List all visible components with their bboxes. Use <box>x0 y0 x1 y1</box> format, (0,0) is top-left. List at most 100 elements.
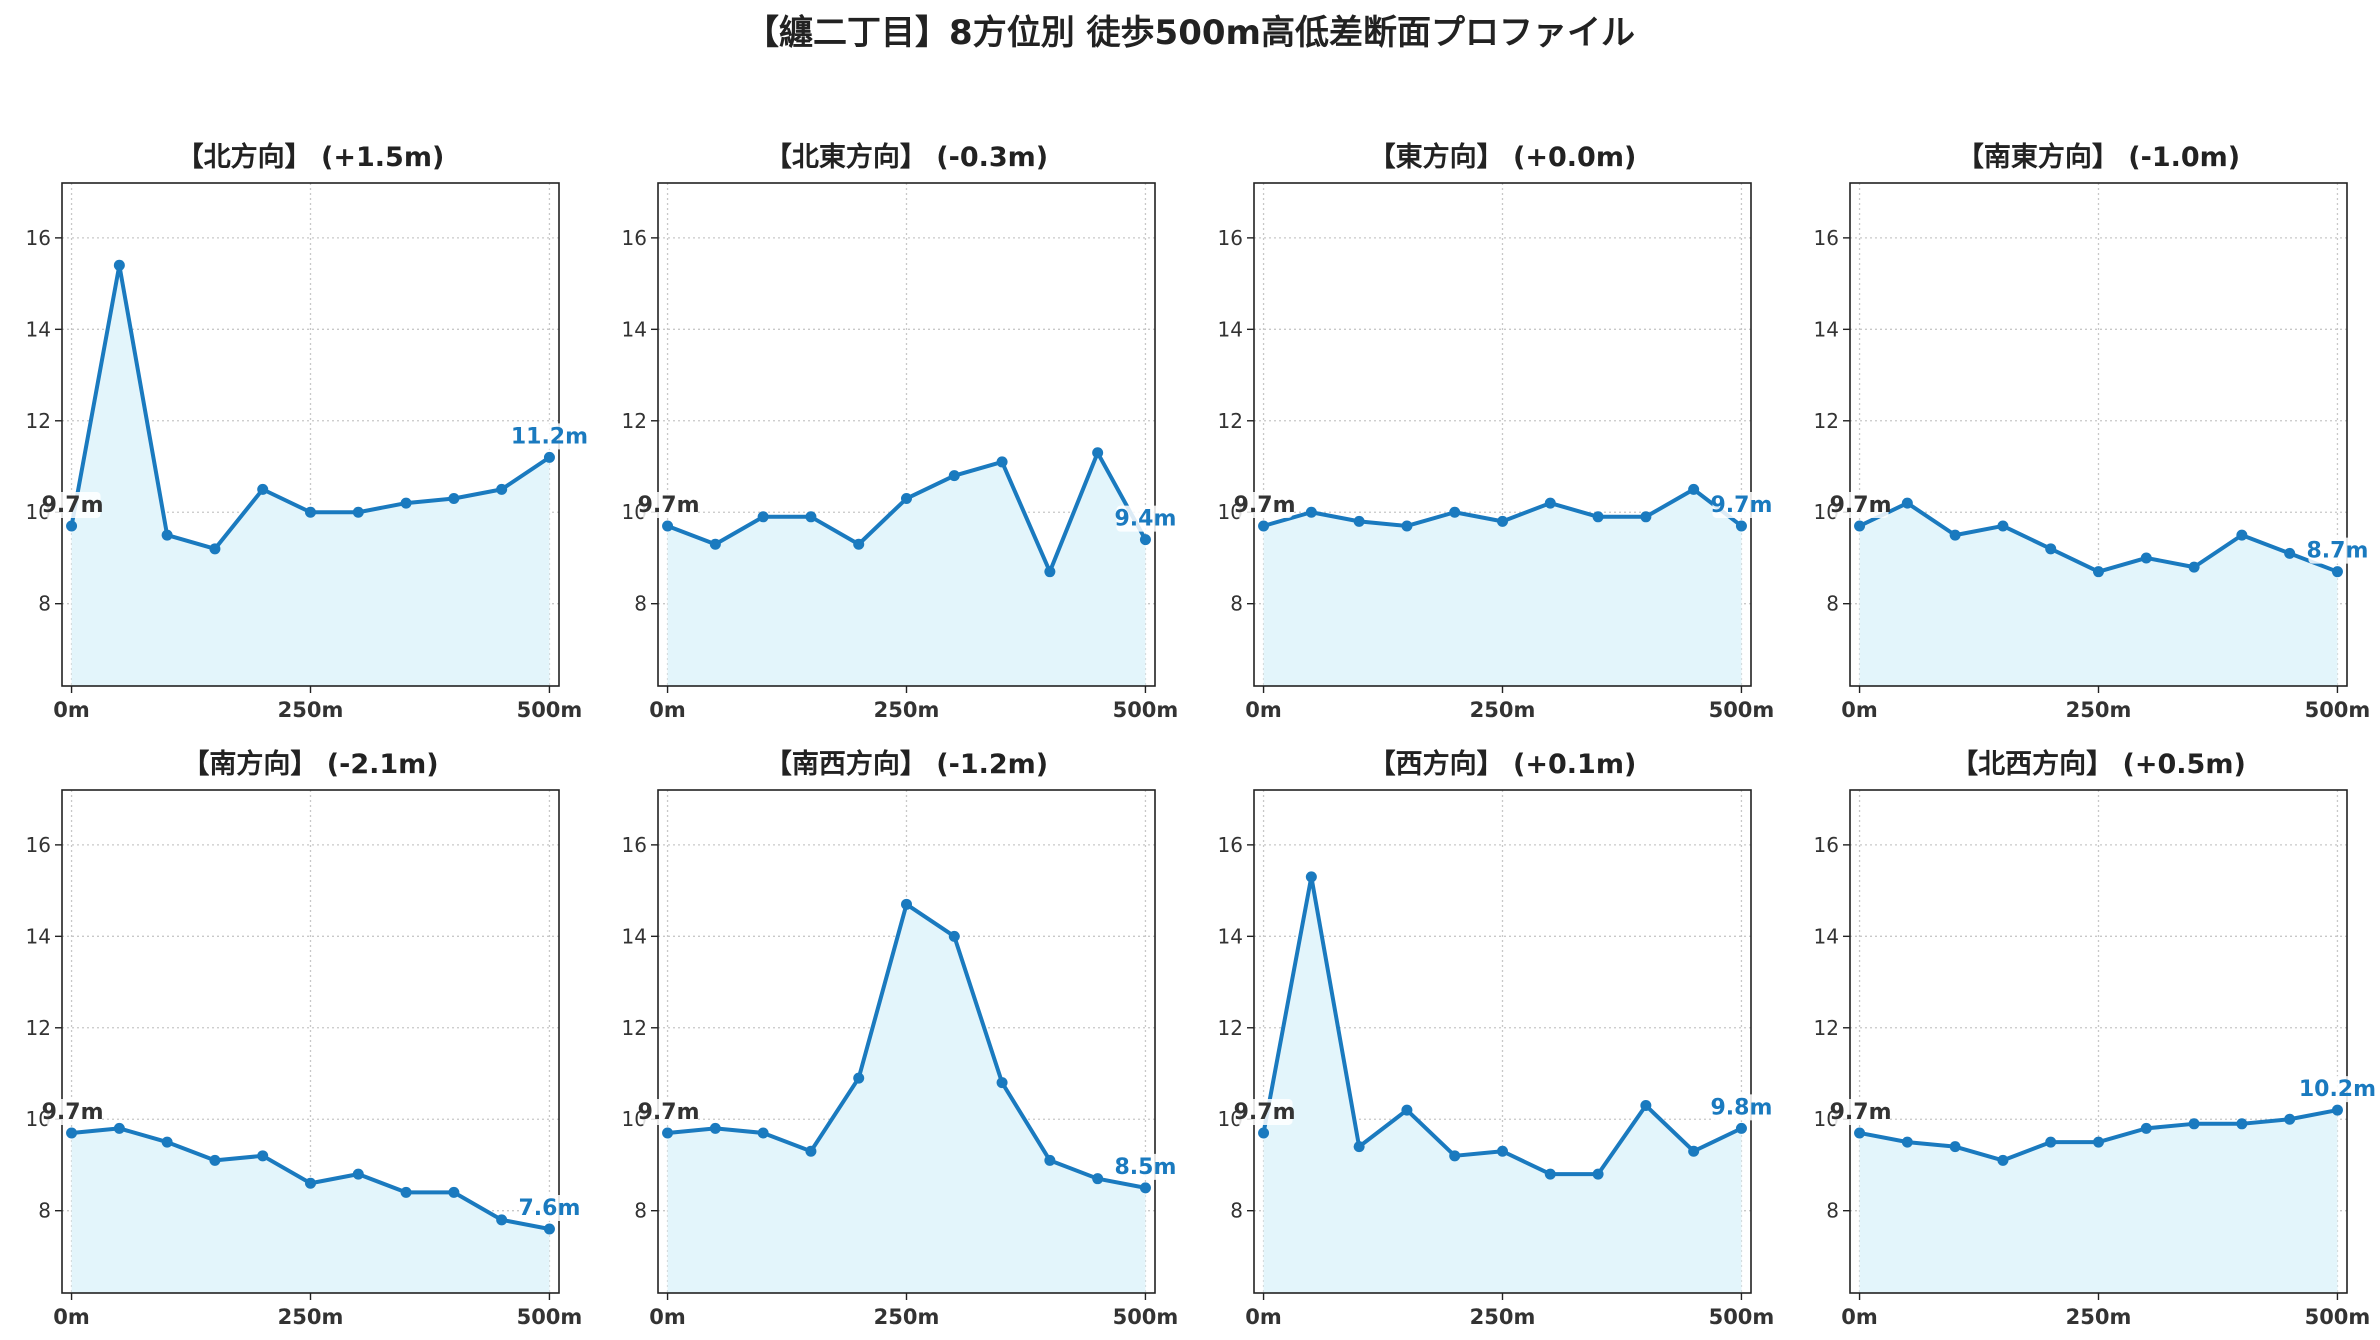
y-tick-label: 8 <box>38 1199 51 1223</box>
y-tick-label: 8 <box>38 592 51 616</box>
y-tick-label: 16 <box>1814 833 1839 857</box>
profile-point <box>400 1186 412 1198</box>
panel-title: 【南西方向】 (-1.2m) <box>765 748 1048 780</box>
end-elevation-label: 8.5m <box>1114 1155 1176 1180</box>
x-tick-label: 0m <box>649 1305 686 1329</box>
profile-point <box>352 1168 364 1180</box>
profile-point <box>1544 497 1556 509</box>
profile-point <box>2236 1118 2248 1130</box>
y-tick-label: 16 <box>622 833 647 857</box>
end-label-bg <box>1712 491 1771 518</box>
x-tick-label: 0m <box>1245 698 1282 722</box>
profile-point <box>1139 534 1151 546</box>
profile-point <box>352 506 364 518</box>
profile-point <box>1901 497 1913 509</box>
profile-point <box>757 1127 769 1139</box>
y-tick-label: 8 <box>634 592 647 616</box>
x-tick-label: 500m <box>2305 698 2371 722</box>
end-elevation-label: 9.4m <box>1114 507 1176 532</box>
profile-point <box>1258 1127 1270 1139</box>
start-label-bg <box>1832 1098 1889 1125</box>
x-tick-label: 250m <box>874 698 940 722</box>
profile-point <box>1497 515 1508 527</box>
profile-point <box>1449 1150 1461 1162</box>
y-tick-label: 14 <box>1218 317 1243 341</box>
start-elevation-label: 9.7m <box>1234 493 1296 518</box>
start-elevation-label: 9.7m <box>42 1100 104 1125</box>
profile-point <box>1401 520 1413 532</box>
profile-point <box>1997 520 2009 532</box>
x-tick-label: 500m <box>517 1305 583 1329</box>
profile-point <box>161 529 173 541</box>
y-tick-label: 14 <box>1218 924 1243 948</box>
profile-point <box>1353 515 1365 527</box>
y-tick-label: 12 <box>1814 1016 1839 1040</box>
x-tick-label: 0m <box>53 698 90 722</box>
profile-point <box>2284 547 2296 559</box>
profile-point <box>305 1177 316 1189</box>
profile-point <box>1735 1122 1747 1134</box>
y-tick-label: 16 <box>622 226 647 250</box>
profile-point <box>709 538 721 550</box>
profile-point <box>1854 520 1866 532</box>
x-tick-label: 0m <box>1841 1305 1878 1329</box>
panel-title: 【北方向】 (+1.5m) <box>177 141 445 173</box>
x-tick-label: 500m <box>2305 1305 2371 1329</box>
start-elevation-label: 9.7m <box>1830 493 1892 518</box>
y-tick-label: 12 <box>1218 1016 1243 1040</box>
y-tick-label: 8 <box>1230 1199 1243 1223</box>
profile-point <box>113 259 125 271</box>
y-tick-label: 8 <box>634 1199 647 1223</box>
x-tick-label: 250m <box>2066 1305 2132 1329</box>
start-elevation-label: 9.7m <box>1830 1100 1892 1125</box>
panel-title: 【北西方向】 (+0.5m) <box>1951 748 2246 780</box>
profile-point <box>2093 1136 2104 1148</box>
end-label-bg <box>513 423 585 450</box>
profile-point <box>662 1127 674 1139</box>
profile-point <box>2093 566 2104 578</box>
y-tick-label: 14 <box>622 924 647 948</box>
start-elevation-label: 9.7m <box>638 1100 700 1125</box>
start-elevation-label: 9.7m <box>1234 1100 1296 1125</box>
profile-point <box>113 1122 125 1134</box>
profile-area <box>1859 1110 2338 1293</box>
profile-point <box>1688 483 1700 495</box>
profile-point <box>496 1214 508 1226</box>
x-tick-label: 250m <box>874 1305 940 1329</box>
start-label-bg <box>1236 491 1293 518</box>
profile-point <box>1258 520 1270 532</box>
profile-point <box>996 1077 1008 1089</box>
profile-point <box>1497 1145 1508 1157</box>
profile-point <box>1092 447 1104 459</box>
profile-point <box>257 1150 269 1162</box>
x-tick-label: 250m <box>1470 1305 1536 1329</box>
profile-area <box>1263 876 1742 1293</box>
profile-point <box>1592 1168 1604 1180</box>
profile-point <box>948 470 960 482</box>
profile-point <box>2045 543 2057 555</box>
profile-point <box>1854 1127 1866 1139</box>
profile-point <box>805 1145 817 1157</box>
x-tick-label: 250m <box>1470 698 1536 722</box>
y-tick-label: 12 <box>26 409 51 433</box>
end-elevation-label: 11.2m <box>511 424 588 449</box>
profile-point <box>1044 566 1056 578</box>
profile-point <box>257 483 269 495</box>
profile-point <box>1544 1168 1556 1180</box>
y-tick-label: 14 <box>622 317 647 341</box>
y-tick-label: 16 <box>26 833 51 857</box>
profile-area <box>1859 503 2338 686</box>
profile-point <box>2188 1118 2200 1130</box>
x-tick-label: 0m <box>649 698 686 722</box>
end-elevation-label: 9.7m <box>1710 493 1772 518</box>
y-tick-label: 12 <box>1218 409 1243 433</box>
end-label-bg <box>1116 505 1175 532</box>
y-tick-label: 12 <box>26 1016 51 1040</box>
end-elevation-label: 8.7m <box>2306 539 2368 564</box>
end-label-bg <box>2308 537 2367 564</box>
